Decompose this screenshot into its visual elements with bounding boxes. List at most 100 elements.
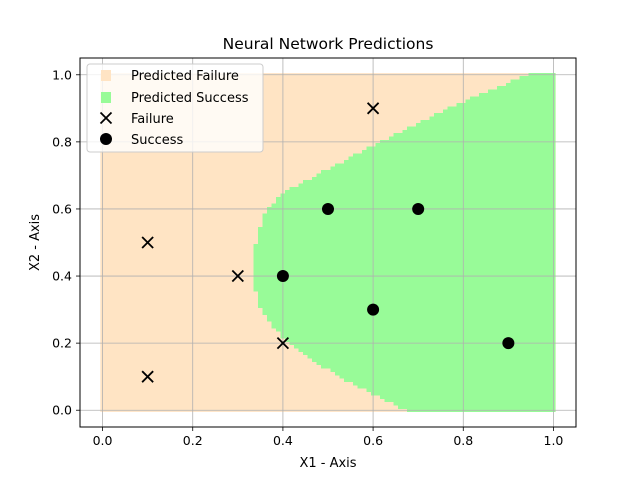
predicted-success-cell — [321, 170, 556, 175]
predicted-success-cell — [253, 284, 556, 289]
predicted-success-cell — [276, 200, 556, 205]
predicted-success-cell — [258, 290, 556, 295]
legend-label-failure: Failure — [131, 112, 174, 127]
y-tick-label: 0.4 — [52, 269, 72, 284]
predicted-success-cell — [361, 149, 556, 154]
legend-marker-failure — [99, 111, 113, 125]
y-axis-label: X2 - Axis — [28, 214, 43, 271]
predicted-success-cell — [321, 364, 556, 369]
predicted-success-cell — [253, 264, 556, 268]
predicted-success-cell — [253, 247, 556, 252]
predicted-success-cell — [316, 361, 556, 366]
predicted-success-cell — [258, 240, 556, 245]
predicted-success-cell — [456, 102, 556, 107]
predicted-success-cell — [497, 86, 556, 91]
predicted-success-cell — [388, 136, 556, 141]
legend: Predicted Failure Predicted Success Fail… — [86, 63, 264, 153]
legend-label-success: Success — [131, 133, 184, 148]
predicted-success-cell — [280, 334, 556, 339]
predicted-success-cell — [298, 347, 556, 352]
predicted-success-cell — [429, 116, 556, 121]
predicted-success-cell — [294, 344, 556, 349]
predicted-success-cell — [258, 304, 556, 309]
predicted-success-cell — [298, 183, 556, 188]
legend-label-predicted-failure: Predicted Failure — [131, 69, 239, 84]
predicted-success-cell — [334, 163, 556, 168]
failure-point — [141, 370, 154, 383]
predicted-success-cell — [262, 220, 556, 225]
predicted-success-cell — [348, 156, 556, 161]
predicted-success-cell — [267, 210, 556, 215]
predicted-success-cell — [253, 253, 556, 258]
predicted-success-cell — [253, 280, 556, 285]
plot-frame — [79, 57, 577, 428]
failure-point — [366, 102, 380, 115]
y-tick-label: 0.8 — [52, 134, 72, 149]
predicted-success-cell — [253, 257, 556, 262]
success-point — [276, 270, 289, 283]
predicted-success-cell — [343, 378, 556, 383]
predicted-success-cell — [402, 129, 556, 134]
predicted-success-cell — [258, 294, 556, 299]
predicted-success-cell — [506, 82, 556, 87]
failure-point-stroke — [141, 236, 154, 249]
failure-point-stroke — [366, 102, 380, 115]
axis-ticks: 0.0 0.2 0.4 0.6 0.8 1.0 0.0 0.2 0.4 0.6 0.8 1.0 — [52, 67, 563, 448]
legend-swatch-predicted-failure — [101, 70, 111, 81]
predicted-success-cell — [447, 106, 556, 111]
predicted-success-cell — [316, 173, 556, 178]
predicted-success-cell — [393, 401, 556, 406]
predicted-success-cell — [379, 394, 556, 399]
y-tick-label: 0.0 — [52, 403, 72, 418]
predicted-success-cell — [253, 260, 556, 265]
x-tick-label: 0.8 — [453, 433, 473, 448]
predicted-success-cell — [267, 314, 556, 319]
predicted-success-cell — [393, 133, 556, 138]
predicted-success-cell — [253, 277, 556, 282]
predicted-success-cell — [479, 92, 556, 97]
predicted-success-cell — [280, 331, 556, 336]
predicted-success-cell — [253, 287, 556, 292]
predicted-success-cell — [312, 357, 556, 362]
legend-marker-success — [100, 133, 112, 145]
x-tick-label: 1.0 — [544, 433, 564, 448]
predicted-success-cell — [262, 217, 556, 221]
predicted-success-cell — [253, 250, 556, 255]
x-tick-label: 0.2 — [183, 433, 203, 448]
predicted-success-cell — [330, 367, 556, 372]
legend-swatch-predicted-success — [101, 92, 111, 103]
predicted-success-cell — [357, 384, 556, 389]
predicted-success-cell — [465, 99, 556, 104]
predicted-success-cell — [375, 143, 556, 148]
predicted-success-cell — [258, 230, 556, 235]
predicted-success-cell — [253, 267, 556, 272]
predicted-success-cell — [253, 243, 556, 248]
predicted-success-cell — [334, 371, 556, 376]
predicted-success-cell — [406, 126, 556, 131]
success-point — [412, 202, 425, 215]
success-point — [502, 337, 515, 350]
predicted-success-cell — [262, 223, 556, 228]
predicted-success-cell — [262, 307, 556, 312]
predicted-success-cell — [267, 317, 556, 322]
predicted-success-cell — [366, 146, 556, 151]
predicted-success-cell — [384, 398, 556, 403]
chart-title: Neural Network Predictions — [223, 35, 434, 53]
predicted-success-cell — [397, 404, 556, 409]
predicted-success-cell — [258, 233, 556, 238]
x-axis-label: X1 - Axis — [299, 456, 356, 471]
legend-box — [86, 63, 264, 153]
predicted-success-cell — [258, 300, 556, 305]
predicted-success-cell — [285, 190, 556, 195]
predicted-success-cell — [253, 270, 556, 275]
predicted-success-cell — [420, 119, 556, 124]
failure-point — [276, 336, 290, 350]
x-tick-label: 0.4 — [273, 433, 293, 448]
prediction-regions — [100, 72, 556, 413]
predicted-success-cell — [352, 153, 556, 158]
predicted-success-cell — [303, 180, 556, 185]
predicted-success-cell — [366, 388, 556, 393]
predicted-success-cell — [433, 113, 556, 118]
x-tick-label: 0.0 — [93, 433, 113, 448]
